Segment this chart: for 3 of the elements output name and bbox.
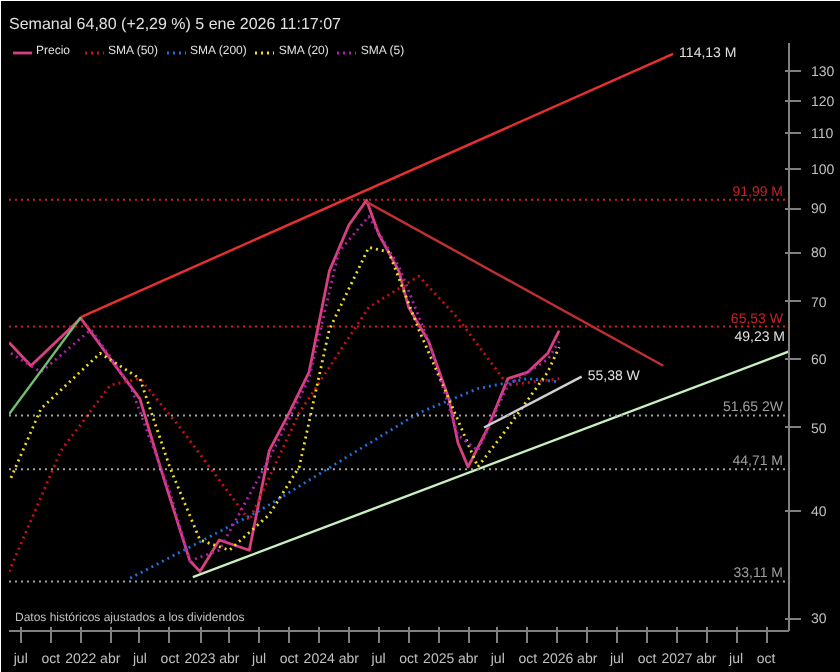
chart-title: Semanal 64,80 (+2,29 %) 5 ene 2026 11:17:07 bbox=[9, 15, 343, 33]
line-series bbox=[9, 274, 561, 573]
line-series bbox=[128, 377, 561, 580]
